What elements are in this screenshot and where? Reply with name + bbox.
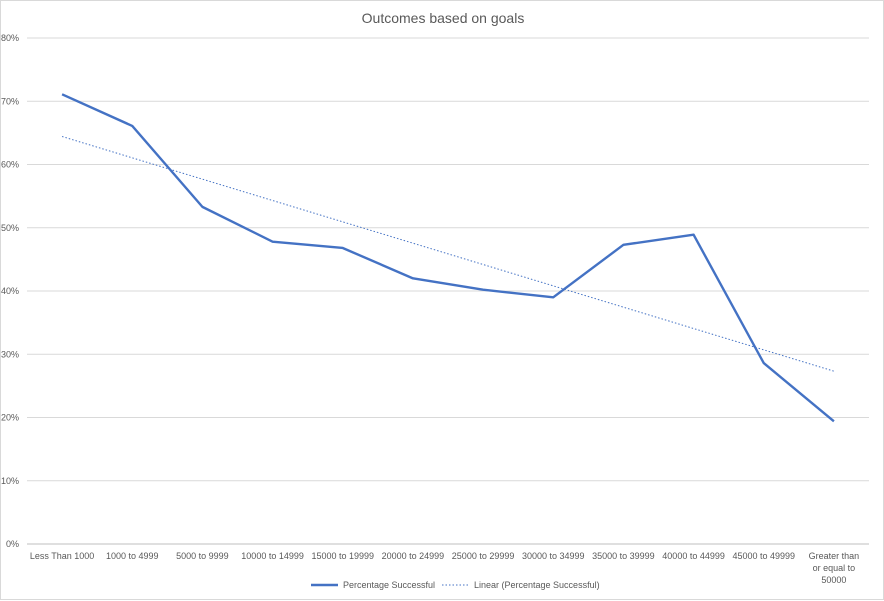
y-tick-label: 50% bbox=[1, 223, 19, 233]
x-tick-label: 40000 to 44999 bbox=[662, 551, 725, 561]
series-line-percentage-successful bbox=[62, 94, 834, 421]
y-tick-label: 30% bbox=[1, 349, 19, 359]
y-tick-label: 0% bbox=[6, 539, 19, 549]
y-tick-label: 10% bbox=[1, 476, 19, 486]
x-tick-label: 5000 to 9999 bbox=[176, 551, 229, 561]
x-tick-label: 10000 to 14999 bbox=[241, 551, 304, 561]
y-tick-label: 40% bbox=[1, 286, 19, 296]
x-tick-label: 20000 to 24999 bbox=[382, 551, 445, 561]
trendline bbox=[62, 136, 834, 371]
x-tick-label: 25000 to 29999 bbox=[452, 551, 515, 561]
y-tick-label: 20% bbox=[1, 413, 19, 423]
legend-label-trendline: Linear (Percentage Successful) bbox=[474, 580, 600, 590]
y-tick-label: 80% bbox=[1, 33, 19, 43]
x-tick-label: 35000 to 39999 bbox=[592, 551, 655, 561]
x-tick-label: 15000 to 19999 bbox=[311, 551, 374, 561]
x-tick-label: 45000 to 49999 bbox=[732, 551, 795, 561]
x-tick-label: Less Than 1000 bbox=[30, 551, 94, 561]
y-tick-label: 60% bbox=[1, 160, 19, 170]
legend-label-percentage-successful: Percentage Successful bbox=[343, 580, 435, 590]
x-tick-label: 30000 to 34999 bbox=[522, 551, 585, 561]
y-tick-label: 70% bbox=[1, 96, 19, 106]
x-tick-label: 1000 to 4999 bbox=[106, 551, 159, 561]
